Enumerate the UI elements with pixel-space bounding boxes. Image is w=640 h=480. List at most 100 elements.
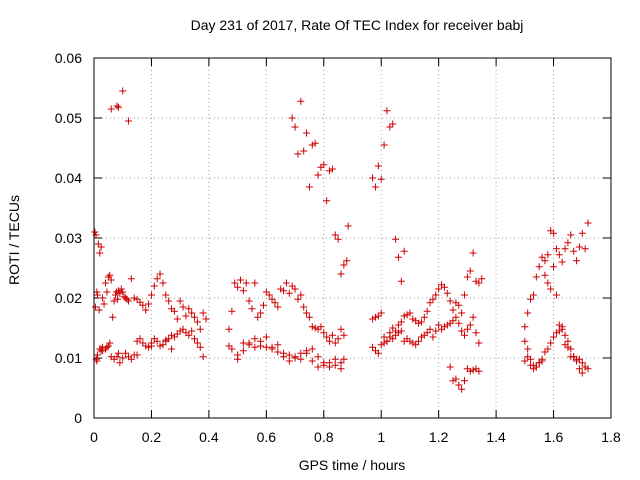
data-point-plus (550, 333, 558, 341)
data-point-plus (461, 291, 469, 299)
data-point-plus (529, 291, 537, 299)
data-point-plus (475, 279, 483, 287)
data-point-plus (282, 279, 290, 287)
data-point-plus (231, 279, 239, 287)
data-point-plus (188, 309, 196, 317)
data-point-plus (99, 347, 107, 355)
data-point-plus (285, 289, 293, 297)
data-point-plus (409, 339, 417, 347)
data-point-plus (262, 288, 270, 296)
y-tick-label: 0.06 (55, 50, 82, 66)
data-point-plus (300, 303, 308, 311)
data-point-plus (400, 312, 408, 320)
data-point-plus (176, 327, 184, 335)
data-point-plus (538, 355, 546, 363)
data-point-plus (555, 251, 563, 259)
data-point-plus (145, 343, 153, 351)
data-point-plus (280, 353, 288, 361)
data-point-plus (564, 343, 572, 351)
data-point-plus (170, 333, 178, 341)
data-point-plus (578, 359, 586, 367)
data-point-plus (127, 355, 135, 363)
data-point-plus (153, 275, 161, 283)
data-point-plus (432, 327, 440, 335)
data-point-plus (288, 282, 296, 290)
data-point-plus (478, 275, 486, 283)
data-point-plus (274, 348, 282, 356)
data-point-plus (162, 291, 170, 299)
data-point-plus (285, 351, 293, 359)
data-point-plus (403, 311, 411, 319)
data-point-plus (337, 365, 345, 373)
data-point-plus (168, 345, 176, 353)
data-point-plus (326, 337, 334, 345)
data-point-plus (340, 261, 348, 269)
data-point-plus (117, 285, 125, 293)
data-point-plus (139, 339, 147, 347)
data-point-plus (423, 307, 431, 315)
data-point-plus (93, 351, 101, 359)
x-tick-label: 0.6 (257, 429, 277, 445)
data-point-plus (426, 299, 434, 307)
data-point-plus (449, 377, 457, 385)
data-point-plus (265, 291, 273, 299)
data-point-plus (109, 313, 117, 321)
data-point-plus (532, 363, 540, 371)
data-point-plus (277, 285, 285, 293)
data-point-plus (417, 318, 425, 326)
data-point-plus (331, 355, 339, 363)
data-point-plus (323, 197, 331, 205)
data-point-plus (234, 355, 242, 363)
data-point-plus (567, 345, 575, 353)
x-tick-label: 1.8 (601, 429, 621, 445)
data-point-plus (112, 291, 120, 299)
data-point-plus (552, 329, 560, 337)
data-point-plus (440, 323, 448, 331)
data-point-plus (93, 288, 101, 296)
data-point-plus (162, 336, 170, 344)
data-point-plus (561, 331, 569, 339)
data-point-plus (150, 282, 158, 290)
data-point-plus (114, 103, 122, 111)
data-point-plus (228, 307, 236, 315)
data-point-plus (156, 342, 164, 350)
data-point-plus (369, 174, 377, 182)
data-point-plus (452, 375, 460, 383)
data-point-plus (475, 339, 483, 347)
data-point-plus (538, 253, 546, 261)
data-point-plus (239, 287, 247, 295)
data-point-plus (575, 365, 583, 373)
data-point-plus (193, 339, 201, 347)
data-point-plus (159, 341, 167, 349)
data-point-plus (561, 245, 569, 253)
data-point-plus (91, 228, 99, 236)
data-point-plus (106, 271, 114, 279)
data-point-plus (133, 295, 141, 303)
data-point-plus (472, 329, 480, 337)
data-point-plus (196, 343, 204, 351)
data-point-plus (581, 363, 589, 371)
data-point-plus (570, 247, 578, 255)
data-point-plus (142, 306, 150, 314)
data-point-plus (552, 245, 560, 253)
data-point-plus (133, 351, 141, 359)
data-point-plus (188, 327, 196, 335)
data-point-plus (529, 365, 537, 373)
data-point-plus (337, 325, 345, 333)
data-point-plus (334, 235, 342, 243)
data-point-plus (397, 277, 405, 285)
data-point-plus (323, 333, 331, 341)
y-tick-label: 0 (74, 410, 82, 426)
data-point-plus (139, 301, 147, 309)
data-point-plus (147, 342, 155, 350)
data-point-plus (328, 165, 336, 173)
data-point-plus (463, 273, 471, 281)
data-point-plus (242, 279, 250, 287)
data-point-plus (394, 329, 402, 337)
data-point-plus (311, 324, 319, 332)
data-point-plus (466, 267, 474, 275)
data-point-plus (113, 353, 121, 361)
data-point-plus (429, 333, 437, 341)
data-point-plus (308, 345, 316, 353)
data-point-plus (458, 309, 466, 317)
